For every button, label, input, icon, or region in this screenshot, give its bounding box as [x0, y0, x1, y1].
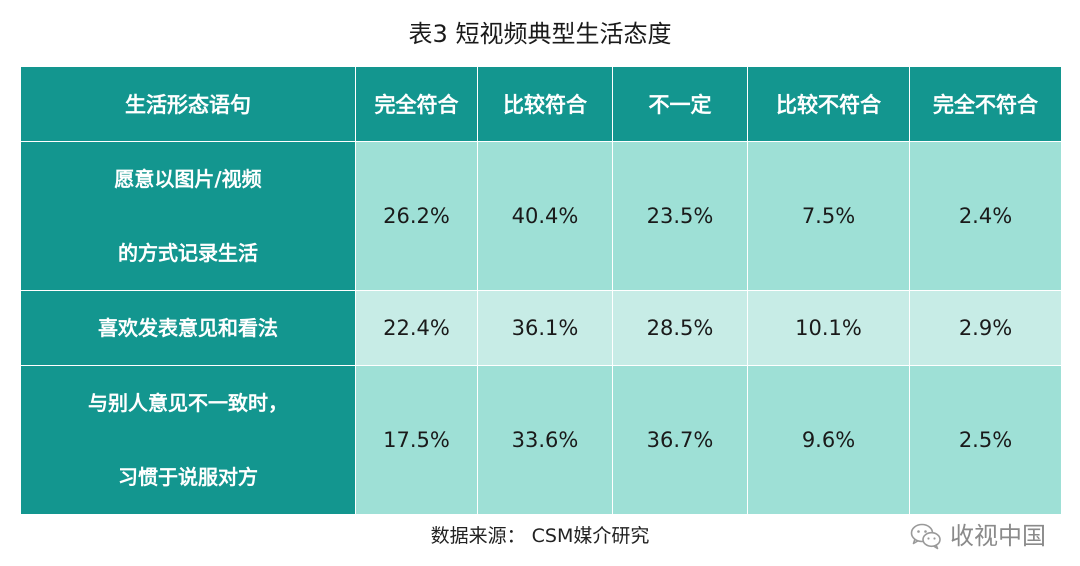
row-statement: 与别人意见不一致时， 习惯于说服对方 — [20, 365, 356, 515]
value-cell: 7.5% — [747, 141, 910, 291]
statement-line: 的方式记录生活 — [118, 241, 258, 265]
header-somewhat-disagree: 比较不符合 — [747, 66, 910, 142]
table-row: 喜欢发表意见和看法 22.4% 36.1% 28.5% 10.1% 2.9% — [20, 290, 1062, 366]
statement-line: 愿意以图片/视频 — [114, 167, 262, 191]
data-source: 数据来源： CSM媒介研究 — [430, 525, 650, 547]
value-cell: 26.2% — [355, 141, 478, 291]
table-header-row: 生活形态语句 完全符合 比较符合 不一定 比较不符合 完全不符合 — [20, 66, 1062, 142]
statement-line: 与别人意见不一致时， — [88, 391, 288, 415]
header-fully-disagree: 完全不符合 — [909, 66, 1062, 142]
value-cell: 10.1% — [747, 290, 910, 366]
value-cell: 17.5% — [355, 365, 478, 515]
value-cell: 2.4% — [909, 141, 1062, 291]
row-statement: 喜欢发表意见和看法 — [20, 290, 356, 366]
watermark-text: 收视中国 — [950, 522, 1046, 550]
header-statement: 生活形态语句 — [20, 66, 356, 142]
value-cell: 36.1% — [477, 290, 613, 366]
table-title: 表3 短视频典型生活态度 — [408, 20, 672, 48]
value-cell: 9.6% — [747, 365, 910, 515]
value-cell: 33.6% — [477, 365, 613, 515]
header-somewhat-agree: 比较符合 — [477, 66, 613, 142]
row-statement: 愿意以图片/视频 的方式记录生活 — [20, 141, 356, 291]
value-cell: 22.4% — [355, 290, 478, 366]
value-cell: 23.5% — [612, 141, 748, 291]
value-cell: 40.4% — [477, 141, 613, 291]
watermark: 收视中国 — [910, 516, 1046, 556]
table-row: 与别人意见不一致时， 习惯于说服对方 17.5% 33.6% 36.7% 9.6… — [20, 365, 1062, 515]
statement-line: 喜欢发表意见和看法 — [98, 316, 278, 340]
header-fully-agree: 完全符合 — [355, 66, 478, 142]
wechat-icon — [910, 523, 941, 550]
header-unsure: 不一定 — [612, 66, 748, 142]
value-cell: 2.9% — [909, 290, 1062, 366]
table-row: 愿意以图片/视频 的方式记录生活 26.2% 40.4% 23.5% 7.5% … — [20, 141, 1062, 291]
statement-line: 习惯于说服对方 — [118, 465, 258, 489]
value-cell: 36.7% — [612, 365, 748, 515]
data-table: 生活形态语句 完全符合 比较符合 不一定 比较不符合 完全不符合 愿意以图片/视… — [20, 66, 1062, 515]
value-cell: 28.5% — [612, 290, 748, 366]
value-cell: 2.5% — [909, 365, 1062, 515]
